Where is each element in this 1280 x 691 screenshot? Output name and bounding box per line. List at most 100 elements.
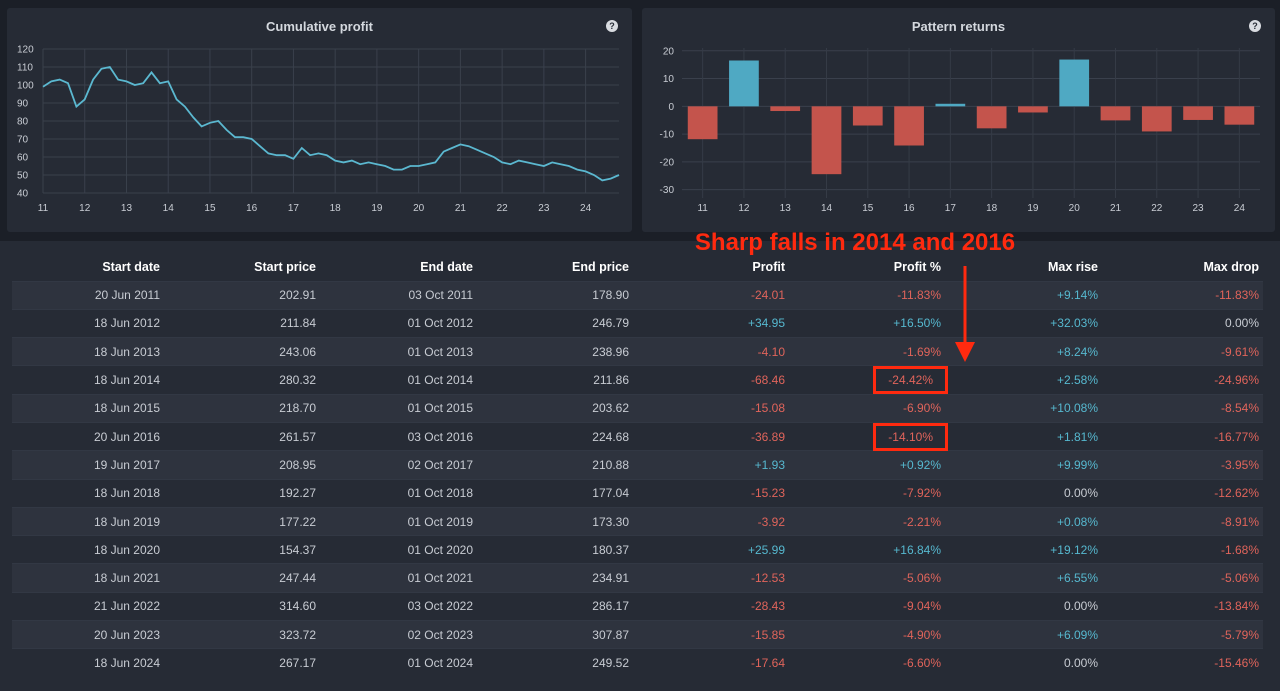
- table-cell: -15.46%: [1102, 648, 1263, 678]
- table-cell: -28.43: [633, 591, 789, 621]
- table-cell: 18 Jun 2024: [12, 648, 164, 678]
- x-tick-label: 13: [121, 203, 133, 214]
- results-table-container: Start date Start price End date End price Pr…: [0, 241, 1280, 691]
- x-tick-label: 21: [1110, 203, 1122, 214]
- column-header[interactable]: Profit %: [893, 259, 941, 274]
- table-cell: +10.08%: [945, 393, 1102, 423]
- table-cell: +16.84%: [789, 535, 945, 564]
- column-header[interactable]: Max drop: [1203, 259, 1259, 274]
- table-cell: 01 Oct 2015: [320, 393, 477, 423]
- table-cell: 224.68: [477, 421, 633, 451]
- table-cell: 03 Oct 2016: [320, 421, 477, 451]
- table-row: 18 Jun 2018 192.27 01 Oct 2018 177.04 -15.23…: [12, 478, 1263, 508]
- table-cell: -11.83%: [789, 280, 945, 310]
- table-row: 18 Jun 2021 247.44 01 Oct 2021 234.91 -12.53…: [12, 563, 1263, 593]
- bar-14: [811, 106, 842, 175]
- table-row: 18 Jun 2012 211.84 01 Oct 2012 246.79 +34.95…: [12, 308, 1263, 338]
- cumulative-profit-chart: 40 50 60 70 80 90 100 110 120 11 12 13 14 15 16 17 18 19 2…: [17, 45, 620, 214]
- help-circle-icon[interactable]: ?: [606, 20, 618, 32]
- table-cell: +1.93: [633, 450, 789, 480]
- table-cell: -13.84%: [1102, 591, 1263, 621]
- table-cell: 286.17: [477, 591, 633, 621]
- table-cell: +0.92%: [789, 450, 945, 480]
- table-cell: 218.70: [164, 393, 320, 423]
- table-cell: 21 Jun 2022: [12, 591, 164, 621]
- table-cell: +25.99: [633, 535, 789, 564]
- cumulative-profit-panel: Cumulative profit ? 40 50 60 70 80 90 100 110 12…: [7, 8, 632, 232]
- table-cell: -68.46: [633, 365, 789, 395]
- table-cell: 323.72: [164, 620, 320, 649]
- y-tick-label: 100: [17, 81, 34, 92]
- table-cell: +19.12%: [945, 535, 1102, 564]
- table-cell: 261.57: [164, 421, 320, 451]
- table-cell: +1.81%: [945, 421, 1102, 451]
- help-circle-icon[interactable]: ?: [1249, 20, 1261, 32]
- table-cell: +32.03%: [945, 308, 1102, 338]
- column-header[interactable]: End price: [572, 259, 629, 274]
- table-cell: 234.91: [477, 563, 633, 593]
- table-cell: -14.10%: [789, 421, 948, 451]
- x-tick-label: 14: [163, 203, 175, 214]
- table-cell: -15.23: [633, 478, 789, 508]
- table-row: 19 Jun 2017 208.95 02 Oct 2017 210.88 +1.93 +…: [12, 450, 1263, 480]
- table-cell: -6.90%: [789, 393, 945, 423]
- table-row: 20 Jun 2011 202.91 03 Oct 2011 178.90 -24.01…: [12, 280, 1263, 310]
- table-cell: -11.83%: [1102, 280, 1263, 310]
- x-tick-label: 18: [986, 203, 998, 214]
- table-cell: -17.64: [633, 648, 789, 678]
- x-tick-label: 16: [904, 203, 916, 214]
- table-cell: 02 Oct 2023: [320, 620, 477, 649]
- bar-17: [935, 103, 966, 107]
- table-cell: -2.21%: [789, 506, 945, 536]
- table-cell: 01 Oct 2013: [320, 337, 477, 366]
- table-cell: -9.04%: [789, 591, 945, 621]
- x-tick-label: 23: [1193, 203, 1205, 214]
- table-cell: 177.22: [164, 506, 320, 536]
- table-cell: -36.89: [633, 421, 789, 451]
- table-cell: 314.60: [164, 591, 320, 621]
- table-cell: -1.69%: [789, 337, 945, 366]
- table-cell: 0.00%: [945, 648, 1102, 678]
- table-cell: 211.86: [477, 365, 633, 395]
- table-cell: 192.27: [164, 478, 320, 508]
- y-tick-label: 70: [17, 135, 29, 146]
- table-cell: +2.58%: [945, 365, 1102, 395]
- table-cell: -3.92: [633, 506, 789, 536]
- bar-13: [770, 106, 801, 112]
- table-cell: 178.90: [477, 280, 633, 310]
- table-cell: -8.91%: [1102, 506, 1263, 536]
- table-cell: -5.06%: [1102, 563, 1263, 593]
- x-tick-label: 17: [945, 203, 957, 214]
- bar-20: [1059, 59, 1090, 107]
- bar-12: [729, 60, 759, 107]
- table-cell: 280.32: [164, 365, 320, 395]
- table-cell: 18 Jun 2020: [12, 535, 164, 564]
- column-header[interactable]: Max rise: [1047, 259, 1098, 274]
- table-cell: 180.37: [477, 535, 633, 564]
- table-cell: -15.08: [633, 393, 789, 423]
- table-cell: 20 Jun 2016: [12, 421, 164, 451]
- bar-15: [852, 106, 883, 126]
- pattern-returns-chart: -30 -20 -10 0 10 20 11 12 13 14 15 16 17 18 19 20 21 22 23…: [660, 46, 1260, 214]
- column-header[interactable]: Start date: [102, 259, 160, 274]
- table-cell: +6.09%: [945, 620, 1102, 649]
- y-tick-label: 20: [663, 46, 675, 57]
- table-cell: +8.24%: [945, 337, 1102, 366]
- table-cell: -7.92%: [789, 478, 945, 508]
- table-cell: 18 Jun 2014: [12, 365, 164, 395]
- table-cell: 20 Jun 2023: [12, 620, 164, 649]
- column-header[interactable]: End date: [420, 259, 473, 274]
- column-header[interactable]: Start price: [254, 259, 316, 274]
- pattern-returns-title: Pattern returns: [911, 19, 1006, 34]
- table-cell: 202.91: [164, 280, 320, 310]
- results-table: Start date Start price End date End price Pr…: [12, 253, 1263, 678]
- column-header[interactable]: Profit: [752, 259, 785, 274]
- table-cell: 20 Jun 2011: [12, 280, 164, 310]
- table-cell: 18 Jun 2018: [12, 478, 164, 508]
- table-cell: -6.60%: [789, 648, 945, 678]
- table-cell: 307.87: [477, 620, 633, 649]
- table-cell: -12.62%: [1102, 478, 1263, 508]
- x-tick-label: 15: [204, 203, 216, 214]
- x-tick-label: 21: [455, 203, 467, 214]
- cumulative-profit-line: [42, 65, 620, 182]
